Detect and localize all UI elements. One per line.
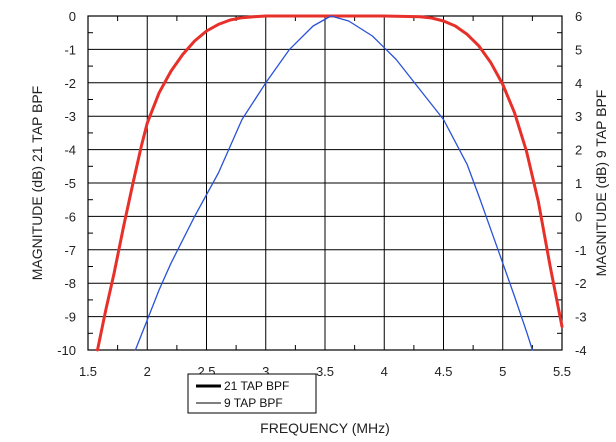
y-right-tick-label: -3: [575, 310, 587, 325]
y-left-tick-label: -3: [64, 109, 76, 124]
y-right-tick-label: -2: [575, 276, 587, 291]
y-right-tick-label: -4: [575, 343, 587, 358]
y-left-tick-label: 0: [69, 9, 76, 24]
legend-box: [187, 373, 317, 414]
x-tick-label: 4.5: [434, 364, 452, 379]
y-left-tick-label: -8: [64, 276, 76, 291]
y-left-tick-label: -2: [64, 76, 76, 91]
y-right-tick-label: 3: [575, 109, 582, 124]
axis-ticks: [88, 16, 562, 350]
y-right-tick-label: 6: [575, 9, 582, 24]
x-tick-label: 1.5: [79, 364, 97, 379]
y-left-tick-label: -1: [64, 42, 76, 57]
series-line-9-tap: [134, 15, 534, 351]
grid-lines: [88, 16, 562, 350]
x-tick-label: 5.5: [553, 364, 571, 379]
x-tick-label: 3: [262, 364, 269, 379]
x-axis-title: FREQUENCY (MHz): [260, 420, 390, 436]
y-right-tick-label: -1: [575, 243, 587, 258]
y-right-axis-title: MAGNITUDE (dB) 9 TAP BPF: [593, 90, 609, 277]
x-tick-label: 5: [499, 364, 506, 379]
y-right-tick-label: 0: [575, 209, 582, 224]
x-tick-label: 4: [381, 364, 388, 379]
y-left-tick-label: -5: [64, 176, 76, 191]
series-lines: [96, 14, 564, 352]
y-right-tick-label: 4: [575, 76, 582, 91]
legend-label-21-tap: 21 TAP BPF: [224, 379, 289, 393]
y-left-tick-label: -10: [57, 343, 76, 358]
y-left-tick-label: -6: [64, 209, 76, 224]
x-tick-label: 3.5: [316, 364, 334, 379]
legend: 21 TAP BPF 9 TAP BPF: [187, 373, 317, 414]
legend-label-9-tap: 9 TAP BPF: [224, 396, 283, 410]
y-right-tick-label: 2: [575, 143, 582, 158]
y-right-tick-label: 1: [575, 176, 582, 191]
y-left-axis-title: MAGNITUDE (dB) 21 TAP BPF: [29, 86, 45, 281]
y-left-tick-label: -7: [64, 243, 76, 258]
y-left-tick-label: -4: [64, 143, 76, 158]
y-left-tick-label: -9: [64, 310, 76, 325]
y-right-tick-label: 5: [575, 42, 582, 57]
y-right-tick-labels: 6 5 4 3 2 1 0 -1 -2 -3 -4: [575, 9, 587, 358]
series-line-21-tap: [96, 14, 564, 352]
y-left-tick-labels: 0 -1 -2 -3 -4 -5 -6 -7 -8 -9 -10: [57, 9, 76, 358]
x-tick-label: 2: [144, 364, 151, 379]
